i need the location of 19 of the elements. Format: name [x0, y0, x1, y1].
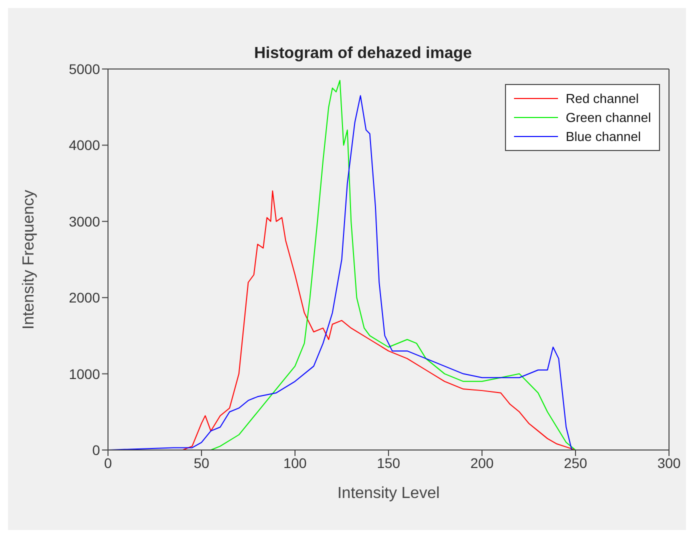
x-tick-label: 250 — [564, 454, 588, 471]
x-tick-label: 300 — [657, 454, 681, 471]
y-tick-label: 2000 — [68, 290, 100, 306]
x-tick-label: 200 — [470, 454, 494, 471]
x-tick-label: 150 — [376, 454, 400, 471]
chart-title: Histogram of dehazed image — [254, 45, 472, 62]
x-axis-title: Intensity Level — [337, 485, 440, 502]
x-tick-label: 100 — [283, 454, 307, 471]
x-tick-label: 0 — [104, 454, 112, 471]
x-tick-label: 50 — [194, 454, 210, 471]
legend-label: Red channel — [566, 90, 639, 108]
y-tick-label: 5000 — [68, 60, 100, 77]
y-tick-label: 4000 — [68, 137, 100, 154]
y-tick-label: 3000 — [68, 213, 100, 230]
y-axis-title: Intensity Frequency — [20, 190, 38, 330]
legend-label: Blue channel — [566, 128, 641, 146]
legend-label: Green channel — [566, 109, 651, 127]
y-tick-label: 0 — [92, 442, 100, 458]
y-tick-label: 1000 — [68, 366, 100, 382]
